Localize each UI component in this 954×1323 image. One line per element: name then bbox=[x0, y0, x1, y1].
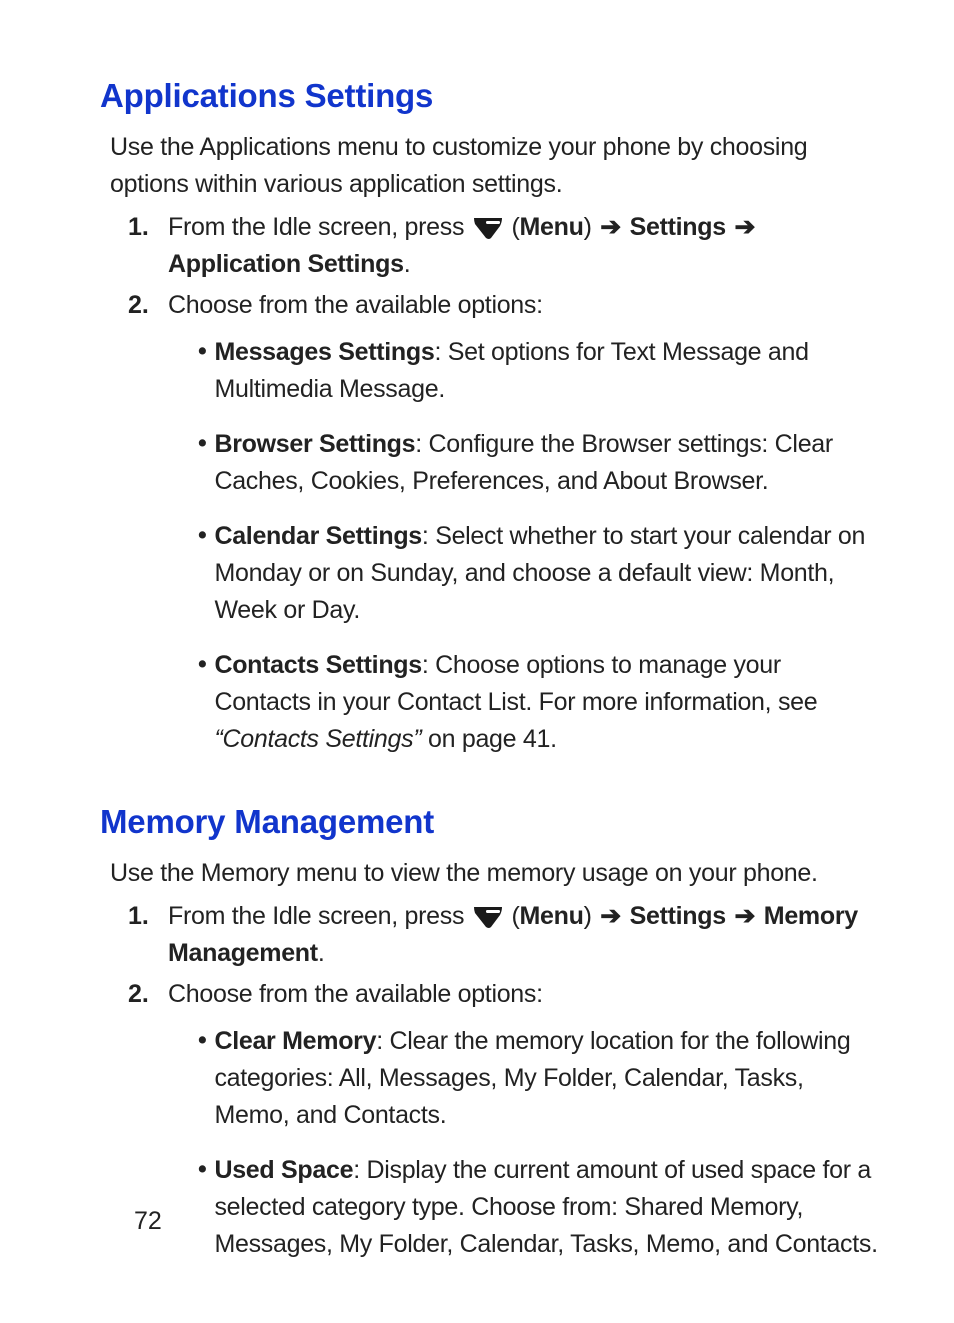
section-intro-applications: Use the Applications menu to customize y… bbox=[110, 129, 882, 203]
text-fragment: . bbox=[404, 250, 411, 278]
bullet-label: Messages Settings bbox=[214, 338, 434, 366]
step-text: From the Idle screen, press (Menu) ➔ Set… bbox=[168, 898, 882, 972]
settings-label: Settings bbox=[630, 213, 726, 241]
bullet-label: Browser Settings bbox=[214, 430, 415, 458]
bullet-label: Used Space bbox=[214, 1156, 353, 1184]
bullet-list: • Messages Settings: Set options for Tex… bbox=[168, 334, 882, 758]
text-fragment: ( bbox=[512, 902, 520, 930]
document-page: Applications Settings Use the Applicatio… bbox=[0, 0, 954, 1323]
text-fragment: ( bbox=[512, 213, 520, 241]
steps-list-memory: 1. From the Idle screen, press (Menu) ➔ … bbox=[100, 898, 882, 1281]
text-fragment: ) bbox=[584, 213, 599, 241]
step-pretext: From the Idle screen, press bbox=[168, 213, 471, 241]
bullet-label: Calendar Settings bbox=[214, 522, 421, 550]
arrow-icon: ➔ bbox=[732, 209, 757, 246]
bullet-text: Used Space: Display the current amount o… bbox=[214, 1152, 882, 1263]
step-item: 1. From the Idle screen, press (Menu) ➔ … bbox=[128, 898, 882, 972]
bullet-desc: on page 41. bbox=[421, 725, 556, 753]
step-item: 1. From the Idle screen, press (Menu) ➔ … bbox=[128, 209, 882, 283]
step-text: Choose from the available options: bbox=[168, 287, 882, 324]
step-pretext: From the Idle screen, press bbox=[168, 902, 471, 930]
list-item: • Clear Memory: Clear the memory locatio… bbox=[198, 1023, 882, 1134]
list-item: • Used Space: Display the current amount… bbox=[198, 1152, 882, 1263]
list-item: • Messages Settings: Set options for Tex… bbox=[198, 334, 882, 408]
list-item: • Calendar Settings: Select whether to s… bbox=[198, 518, 882, 629]
step-number: 1. bbox=[128, 898, 168, 935]
bullet-icon: • bbox=[198, 1023, 206, 1058]
path-label: Application Settings bbox=[168, 250, 404, 278]
step-text: From the Idle screen, press (Menu) ➔ Set… bbox=[168, 209, 882, 283]
softkey-icon bbox=[473, 217, 503, 239]
bullet-text: Browser Settings: Configure the Browser … bbox=[214, 426, 882, 500]
settings-label: Settings bbox=[630, 902, 726, 930]
step-number: 2. bbox=[128, 287, 168, 324]
menu-label: Menu bbox=[520, 213, 584, 241]
step-item: 2. Choose from the available options: • … bbox=[128, 287, 882, 776]
step-item: 2. Choose from the available options: • … bbox=[128, 976, 882, 1281]
bullet-label: Contacts Settings bbox=[214, 651, 421, 679]
arrow-icon: ➔ bbox=[598, 209, 623, 246]
bullet-text: Clear Memory: Clear the memory location … bbox=[214, 1023, 882, 1134]
step-number: 1. bbox=[128, 209, 168, 246]
bullet-icon: • bbox=[198, 647, 206, 682]
bullet-icon: • bbox=[198, 426, 206, 461]
bullet-icon: • bbox=[198, 1152, 206, 1187]
step-text: Choose from the available options: bbox=[168, 976, 882, 1013]
section-heading-applications: Applications Settings bbox=[100, 72, 882, 121]
section-intro-memory: Use the Memory menu to view the memory u… bbox=[110, 855, 882, 892]
bullet-text: Messages Settings: Set options for Text … bbox=[214, 334, 882, 408]
section-heading-memory: Memory Management bbox=[100, 798, 882, 847]
bullet-list: • Clear Memory: Clear the memory locatio… bbox=[168, 1023, 882, 1263]
menu-label: Menu bbox=[520, 902, 584, 930]
page-number: 72 bbox=[134, 1203, 162, 1240]
steps-list-applications: 1. From the Idle screen, press (Menu) ➔ … bbox=[100, 209, 882, 776]
cross-ref: “Contacts Settings” bbox=[214, 725, 421, 753]
list-item: • Browser Settings: Configure the Browse… bbox=[198, 426, 882, 500]
bullet-text: Calendar Settings: Select whether to sta… bbox=[214, 518, 882, 629]
bullet-label: Clear Memory bbox=[214, 1027, 376, 1055]
bullet-icon: • bbox=[198, 334, 206, 369]
step-number: 2. bbox=[128, 976, 168, 1013]
bullet-icon: • bbox=[198, 518, 206, 553]
arrow-icon: ➔ bbox=[598, 898, 623, 935]
softkey-icon bbox=[473, 906, 503, 928]
text-fragment: ) bbox=[584, 902, 599, 930]
arrow-icon: ➔ bbox=[732, 898, 757, 935]
list-item: • Contacts Settings: Choose options to m… bbox=[198, 647, 882, 758]
bullet-text: Contacts Settings: Choose options to man… bbox=[214, 647, 882, 758]
text-fragment: . bbox=[318, 939, 325, 967]
